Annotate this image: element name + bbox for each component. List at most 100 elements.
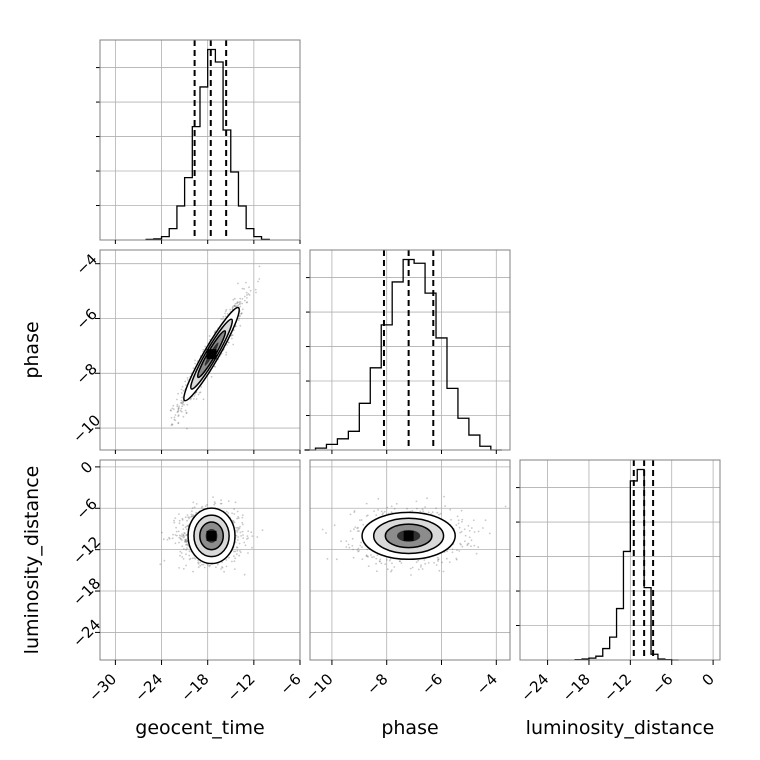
scatter-point [181, 517, 184, 520]
scatter-point [163, 559, 166, 562]
scatter-point [215, 566, 217, 568]
scatter-point [187, 379, 189, 381]
scatter-point [241, 302, 244, 305]
scatter-point [194, 359, 196, 362]
scatter-point [209, 564, 211, 567]
scatter-point [455, 557, 458, 560]
scatter-point [239, 297, 242, 300]
scatter-point [233, 297, 236, 300]
scatter-point [207, 564, 210, 566]
scatter-point [435, 507, 437, 510]
scatter-point [240, 535, 243, 537]
scatter-point [461, 545, 464, 548]
scatter-point [181, 533, 183, 535]
scatter-point [195, 503, 198, 505]
scatter-point [380, 562, 383, 565]
scatter-point [180, 552, 183, 554]
scatter-point [458, 526, 461, 529]
scatter-point [214, 502, 217, 505]
scatter-point [466, 543, 469, 545]
scatter-point [236, 517, 239, 520]
scatter-point [214, 365, 217, 368]
scatter-point [231, 560, 233, 563]
x-tick-label: −8 [363, 670, 391, 698]
scatter-point [172, 408, 175, 410]
scatter-point [182, 401, 185, 404]
scatter-point [234, 302, 237, 305]
scatter-point [467, 542, 470, 545]
scatter-point [242, 537, 245, 539]
scatter-point [185, 534, 188, 536]
scatter-point [219, 502, 222, 505]
scatter-point [249, 289, 252, 292]
scatter-point [184, 540, 187, 543]
scatter-point [170, 409, 172, 412]
scatter-point [180, 410, 183, 413]
scatter-point [354, 526, 357, 528]
scatter-point [177, 408, 180, 411]
scatter-point [406, 507, 408, 510]
scatter-point [203, 566, 206, 569]
scatter-point [177, 415, 180, 417]
scatter-point [378, 560, 381, 562]
scatter-point [208, 335, 211, 337]
scatter-point [197, 559, 200, 562]
scatter-point [352, 548, 354, 551]
scatter-point [388, 559, 391, 562]
scatter-point [159, 563, 162, 566]
scatter-point [185, 541, 188, 544]
x-tick-label: −6 [276, 670, 304, 698]
scatter-point [184, 539, 187, 542]
x-tick-label: −30 [85, 670, 120, 705]
scatter-point [360, 519, 363, 521]
scatter-point [182, 524, 184, 527]
scatter-point [248, 286, 250, 289]
x-tick-label: −12 [224, 670, 259, 705]
scatter-point [436, 556, 439, 559]
scatter-point [172, 533, 174, 536]
scatter-point [448, 561, 451, 563]
histogram-step-line [574, 468, 679, 661]
scatter-point [240, 312, 243, 315]
scatter-point [458, 550, 461, 552]
scatter-point [174, 542, 177, 545]
scatter-point [162, 538, 165, 541]
scatter-point [233, 508, 236, 510]
scatter-point [348, 546, 351, 549]
scatter-point [178, 536, 181, 539]
scatter-point [234, 557, 237, 560]
scatter-point [193, 557, 196, 559]
scatter-point [441, 561, 443, 564]
scatter-point [182, 536, 185, 539]
scatter-point [174, 419, 177, 422]
scatter-point [225, 353, 228, 356]
histogram-luminosity-distance [516, 459, 721, 661]
scatter-point [221, 566, 224, 569]
scatter-point [395, 502, 398, 505]
scatter-point [357, 550, 359, 553]
scatter-point [376, 554, 379, 557]
scatter-point [182, 415, 185, 418]
scatter-point [247, 537, 250, 539]
scatter-point [201, 505, 204, 508]
histogram-step-line [145, 48, 270, 241]
scatter-point [189, 557, 192, 560]
scatter-point [177, 406, 180, 409]
scatter-point [243, 541, 246, 544]
scatter-point [227, 341, 230, 344]
panel-content [159, 496, 264, 576]
scatter-point [180, 535, 182, 537]
scatter-point [235, 546, 238, 549]
scatter-point [199, 564, 202, 567]
scatter-point [174, 517, 177, 519]
scatter-point [184, 380, 187, 383]
x-tick-label: −10 [302, 670, 337, 705]
scatter-point [177, 392, 180, 395]
scatter-point [238, 303, 241, 306]
scatter-point [460, 543, 462, 546]
scatter-point [444, 505, 446, 507]
scatter-point [181, 385, 184, 388]
scatter-point [213, 503, 216, 506]
scatter-point [222, 318, 224, 320]
scatter-point [247, 552, 249, 554]
